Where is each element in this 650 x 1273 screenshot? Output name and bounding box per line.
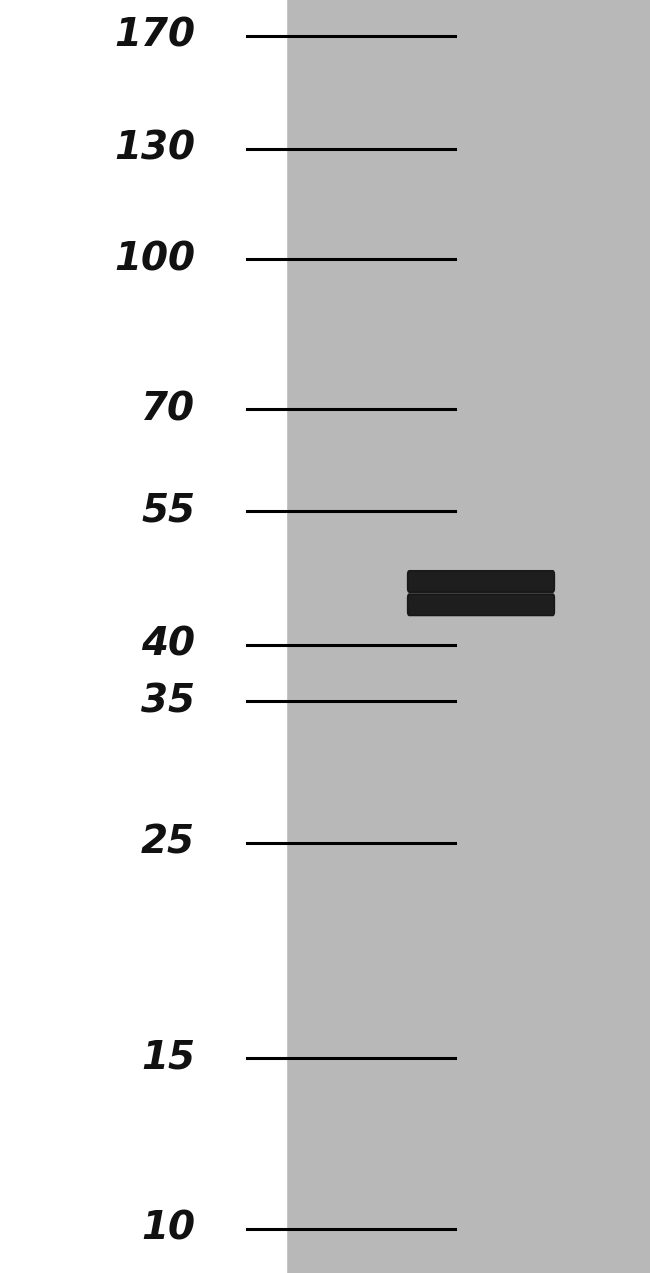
Bar bbox=[286, 0, 650, 1273]
Bar bbox=[0, 0, 286, 1273]
FancyBboxPatch shape bbox=[408, 594, 554, 616]
Text: 170: 170 bbox=[114, 17, 195, 55]
Text: 35: 35 bbox=[141, 682, 195, 721]
Text: 100: 100 bbox=[114, 241, 195, 278]
Text: 10: 10 bbox=[141, 1209, 195, 1248]
Text: 15: 15 bbox=[141, 1039, 195, 1077]
Text: 55: 55 bbox=[141, 491, 195, 530]
Text: 130: 130 bbox=[114, 130, 195, 168]
Text: 40: 40 bbox=[141, 626, 195, 665]
Text: 70: 70 bbox=[141, 391, 195, 428]
FancyBboxPatch shape bbox=[408, 570, 554, 592]
Text: 25: 25 bbox=[141, 824, 195, 862]
